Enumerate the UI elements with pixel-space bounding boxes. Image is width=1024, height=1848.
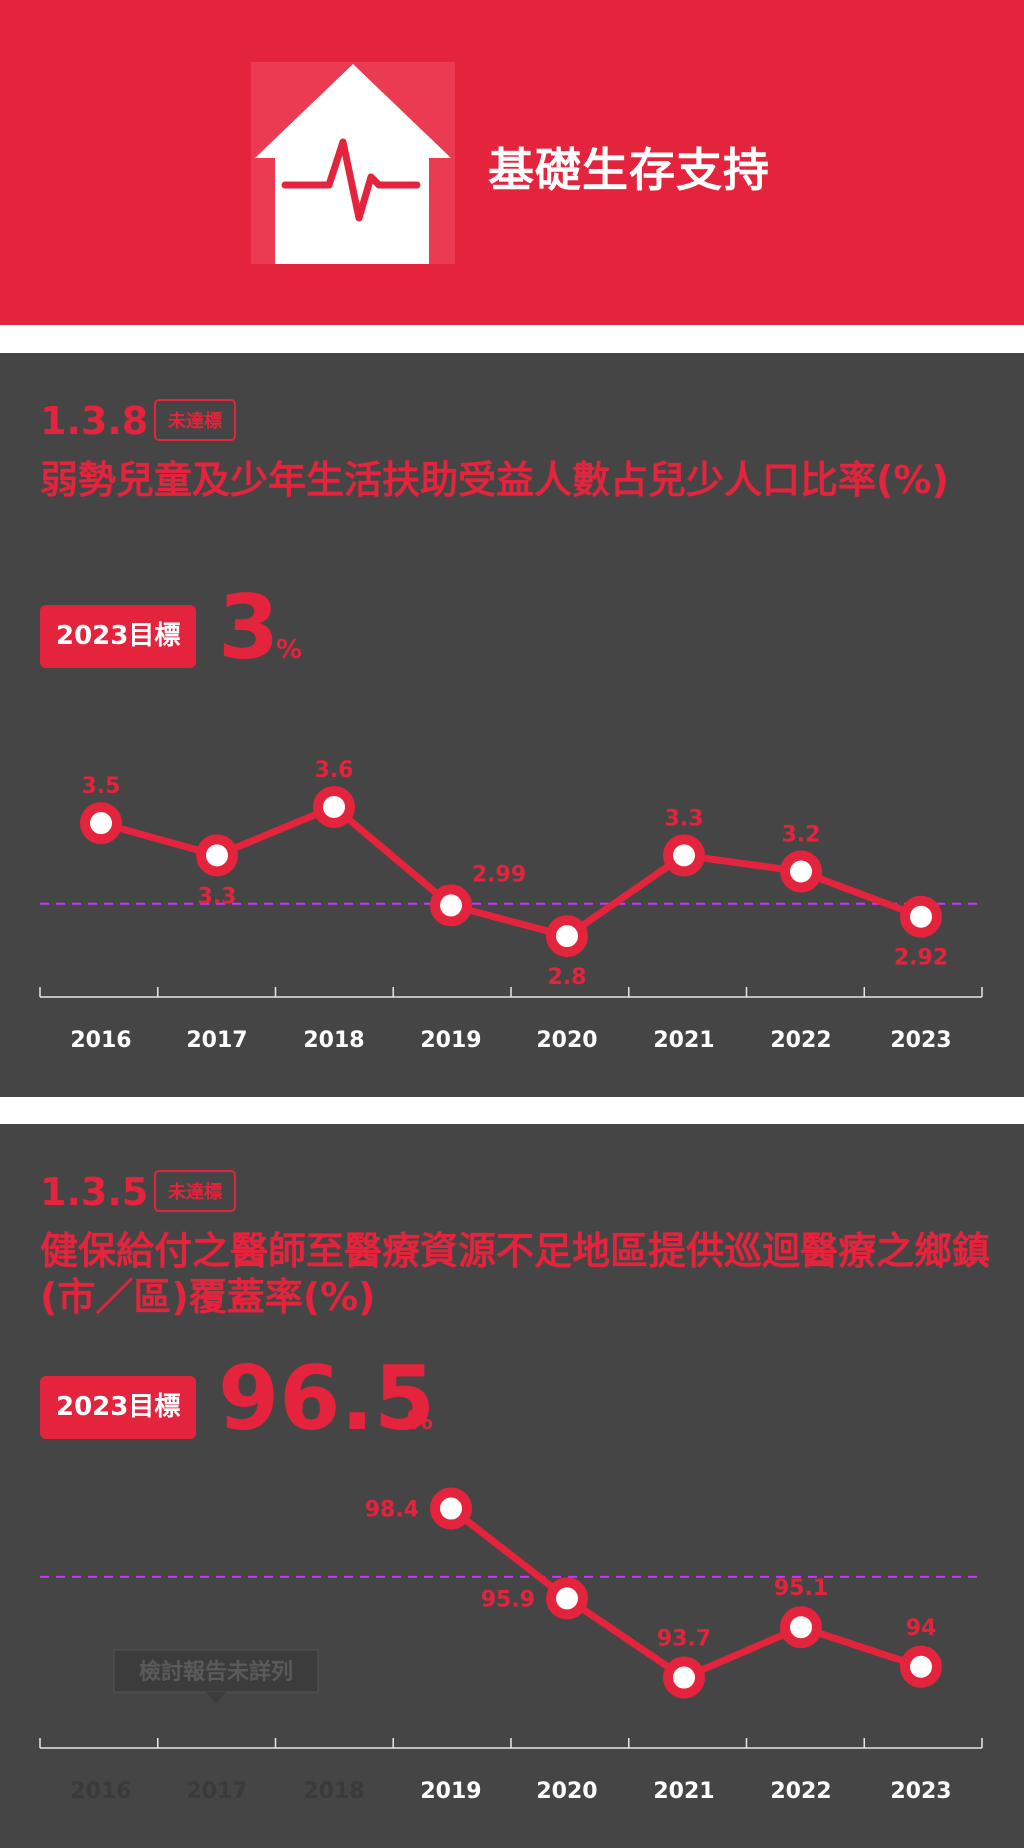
page-title: 基礎生存支持	[488, 143, 770, 197]
x-tick-label: 2022	[770, 1028, 831, 1053]
data-point	[780, 850, 822, 893]
indicator-code: 1.3.5	[40, 1170, 149, 1214]
data-point	[780, 1606, 822, 1649]
status-badge: 未達標	[154, 399, 236, 441]
target-label: 2023目標	[40, 1376, 197, 1439]
line-chart: 3.5 3.3 3.6 2.99 2.8 3.3 3.2 2.92 2016 2017 2018 20…	[39, 758, 983, 1053]
x-tick-label: 2016	[70, 1779, 131, 1804]
target-label: 2023目標	[40, 605, 197, 668]
data-label: 3.6	[315, 758, 354, 783]
x-tick-label: 2016	[70, 1028, 131, 1053]
data-label: 2.92	[894, 946, 948, 971]
x-tick-label: 2020	[536, 1028, 597, 1053]
x-tick-label: 2023	[890, 1779, 951, 1804]
indicator-panel-1-3-5: 1.3.5 未達標 健保給付之醫師至醫療資源不足地區提供巡迴醫療之鄉鎮(市／區)…	[0, 1124, 1024, 1848]
data-point	[900, 895, 942, 938]
tooltip-box	[113, 1649, 319, 1693]
data-label: 93.7	[657, 1627, 711, 1652]
indicator-title: 弱勢兒童及少年生活扶助受益人數占兒少人口比率(%)	[40, 458, 949, 502]
x-tick-label: 2018	[303, 1028, 364, 1053]
header-banner: 基礎生存支持	[0, 0, 1024, 325]
target-unit: %	[407, 1406, 434, 1436]
data-label: 3.5	[82, 774, 121, 799]
target-value: 96.5	[218, 1347, 436, 1450]
data-point	[313, 785, 355, 828]
data-label: 2.8	[548, 965, 587, 990]
x-tick-label: 2019	[420, 1028, 481, 1053]
x-tick-label: 2022	[770, 1779, 831, 1804]
x-tick-label: 2021	[653, 1028, 714, 1053]
data-point	[80, 802, 122, 845]
data-point	[663, 1656, 705, 1699]
line-chart: 98.4 95.9 93.7 95.1 94 2016 2017 2018 2019 2020 20…	[39, 1487, 983, 1804]
data-label: 2.99	[472, 862, 526, 887]
tooltip-text: 檢討報告未詳列	[139, 1659, 293, 1685]
x-tick-label: 2023	[890, 1028, 951, 1053]
data-point	[663, 834, 705, 877]
x-tick-label: 2021	[653, 1779, 714, 1804]
house-heartbeat-icon	[251, 62, 455, 264]
x-tick-label: 2017	[186, 1779, 247, 1804]
data-label: 3.3	[665, 806, 704, 831]
x-tick-label: 2019	[420, 1779, 481, 1804]
data-label: 94	[906, 1616, 937, 1641]
data-label: 3.3	[198, 884, 237, 909]
tooltip-pointer	[206, 1692, 226, 1704]
data-point	[900, 1645, 942, 1688]
data-point	[546, 915, 588, 958]
data-label: 3.2	[782, 823, 821, 848]
data-point	[430, 884, 472, 927]
target-unit: %	[276, 635, 303, 665]
data-point	[196, 834, 238, 877]
data-label: 95.9	[481, 1587, 535, 1612]
x-tick-label: 2017	[186, 1028, 247, 1053]
indicator-panel-1-3-8: 1.3.8 未達標 弱勢兒童及少年生活扶助受益人數占兒少人口比率(%) 2023…	[0, 353, 1024, 1097]
data-label: 98.4	[365, 1498, 419, 1523]
x-tick-label: 2020	[536, 1779, 597, 1804]
target-value: 3	[218, 576, 280, 679]
x-tick-label: 2018	[303, 1779, 364, 1804]
indicator-code: 1.3.8	[40, 399, 149, 443]
indicator-title: 健保給付之醫師至醫療資源不足地區提供巡迴醫療之鄉鎮(市／區)覆蓋率(%)	[40, 1229, 991, 1319]
data-point	[430, 1487, 472, 1530]
data-point	[546, 1577, 588, 1620]
status-badge: 未達標	[154, 1170, 236, 1212]
data-label: 95.1	[774, 1576, 828, 1601]
